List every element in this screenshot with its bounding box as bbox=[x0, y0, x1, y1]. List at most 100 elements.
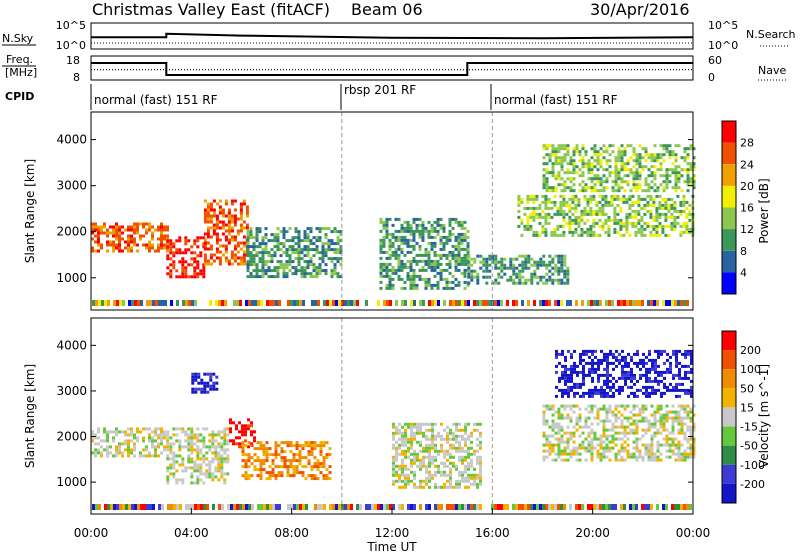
power-echo-cell bbox=[682, 200, 686, 204]
power-echo-cell bbox=[542, 174, 546, 178]
velocity-echo-cell bbox=[578, 425, 582, 429]
power-echo-cell bbox=[291, 236, 295, 240]
power-echo-cell bbox=[566, 269, 570, 273]
velocity-echo-cell bbox=[416, 428, 419, 432]
velocity-echo-cell bbox=[253, 436, 256, 440]
power-echo-cell bbox=[309, 242, 313, 246]
velocity-echo-cell bbox=[395, 473, 398, 477]
power-ground-cell bbox=[632, 300, 635, 306]
power-echo-cell bbox=[199, 254, 203, 258]
power-ground-cell bbox=[431, 300, 434, 306]
power-ground-cell bbox=[434, 300, 437, 306]
power-echo-cell bbox=[324, 272, 328, 276]
power-echo-cell bbox=[339, 245, 343, 249]
velocity-ground-cell bbox=[497, 504, 500, 510]
power-echo-cell bbox=[592, 197, 596, 201]
velocity-echo-cell bbox=[671, 443, 675, 447]
velocity-echo-cell bbox=[404, 455, 407, 459]
velocity-echo-cell bbox=[692, 449, 696, 453]
power-echo-cell bbox=[157, 249, 160, 253]
velocity-echo-cell bbox=[617, 416, 621, 420]
power-echo-cell bbox=[321, 254, 325, 258]
power-echo-cell bbox=[106, 234, 109, 238]
velocity-echo-cell bbox=[253, 465, 257, 469]
velocity-echo-cell bbox=[629, 422, 633, 426]
power-echo-cell bbox=[424, 286, 428, 290]
power-echo-cell bbox=[336, 248, 340, 252]
power-echo-cell bbox=[242, 235, 246, 239]
velocity-echo-cell bbox=[458, 485, 461, 489]
power-echo-cell bbox=[454, 238, 458, 242]
power-echo-cell bbox=[596, 162, 600, 166]
velocity-echo-cell bbox=[578, 416, 582, 420]
velocity-echo-cell bbox=[271, 468, 275, 472]
velocity-echo-cell bbox=[599, 407, 603, 411]
power-echo-cell bbox=[294, 269, 298, 273]
velocity-echo-cell bbox=[404, 437, 407, 441]
velocity-echo-cell bbox=[599, 452, 603, 456]
power-echo-cell bbox=[433, 259, 437, 263]
velocity-echo-cell bbox=[582, 382, 585, 386]
power-echo-cell bbox=[460, 271, 464, 275]
power-echo-cell bbox=[397, 274, 401, 278]
velocity-echo-cell bbox=[570, 364, 573, 368]
velocity-ground-cell bbox=[275, 504, 278, 510]
power-echo-cell bbox=[391, 283, 395, 287]
power-echo-cell bbox=[227, 211, 231, 215]
velocity-ground-cell bbox=[620, 504, 623, 510]
velocity-echo-cell bbox=[618, 376, 621, 380]
velocity-ground-cell bbox=[242, 504, 245, 510]
power-echo-cell bbox=[532, 206, 536, 210]
velocity-echo-cell bbox=[651, 391, 654, 395]
velocity-echo-cell bbox=[118, 445, 121, 449]
velocity-echo-cell bbox=[587, 434, 591, 438]
power-colorbar-swatch bbox=[722, 185, 736, 208]
power-echo-cell bbox=[303, 236, 307, 240]
power-echo-cell bbox=[571, 233, 575, 237]
power-echo-cell bbox=[671, 171, 675, 175]
power-ground-cell bbox=[629, 300, 632, 306]
velocity-colorbar-frame bbox=[721, 330, 737, 504]
velocity-echo-cell bbox=[675, 355, 678, 359]
velocity-echo-cell bbox=[654, 361, 657, 365]
power-echo-cell bbox=[427, 256, 431, 260]
velocity-echo-cell bbox=[632, 407, 636, 411]
power-echo-cell bbox=[641, 156, 645, 160]
velocity-echo-cell bbox=[191, 387, 195, 391]
velocity-echo-cell bbox=[617, 410, 621, 414]
velocity-echo-cell bbox=[244, 477, 248, 481]
power-echo-cell bbox=[309, 272, 313, 276]
power-echo-cell bbox=[245, 211, 249, 215]
velocity-echo-cell bbox=[590, 455, 594, 459]
power-echo-cell bbox=[309, 263, 313, 267]
power-echo-cell bbox=[315, 275, 319, 279]
velocity-echo-cell bbox=[196, 436, 200, 440]
power-echo-cell bbox=[385, 262, 389, 266]
power-echo-cell bbox=[382, 238, 386, 242]
power-echo-cell bbox=[535, 197, 539, 201]
power-echo-cell bbox=[427, 235, 431, 239]
power-echo-cell bbox=[653, 183, 657, 187]
power-echo-cell bbox=[520, 197, 524, 201]
velocity-echo-cell bbox=[584, 458, 588, 462]
power-echo-cell bbox=[532, 233, 536, 237]
velocity-echo-cell bbox=[304, 456, 308, 460]
velocity-echo-cell bbox=[97, 451, 100, 455]
velocity-echo-cell bbox=[597, 373, 600, 377]
power-echo-cell bbox=[644, 159, 648, 163]
velocity-echo-cell bbox=[626, 455, 630, 459]
velocity-ground-cell bbox=[539, 504, 542, 510]
velocity-ground-cell bbox=[245, 504, 248, 510]
velocity-echo-cell bbox=[554, 443, 558, 447]
velocity-ground-cell bbox=[188, 504, 191, 510]
velocity-echo-cell bbox=[395, 470, 398, 474]
velocity-echo-cell bbox=[645, 376, 648, 380]
power-echo-cell bbox=[568, 230, 572, 234]
power-echo-cell bbox=[457, 268, 461, 272]
power-echo-cell bbox=[611, 180, 615, 184]
power-echo-cell bbox=[100, 225, 103, 229]
power-ground-cell bbox=[383, 300, 386, 306]
power-echo-cell bbox=[586, 233, 590, 237]
power-echo-cell bbox=[535, 233, 539, 237]
power-echo-cell bbox=[382, 220, 386, 224]
